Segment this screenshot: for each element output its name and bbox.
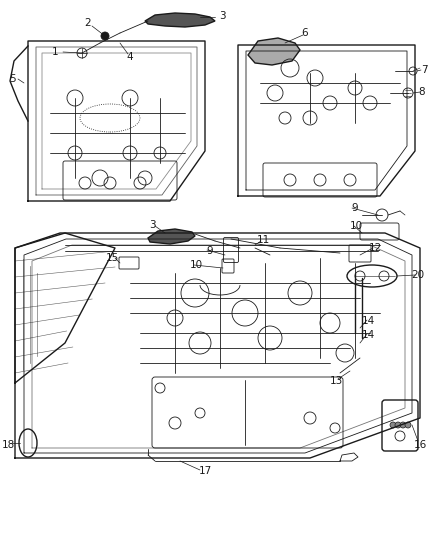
Circle shape [400,422,406,428]
Text: 5: 5 [9,74,15,84]
Text: 12: 12 [368,243,381,253]
Text: 3: 3 [219,11,225,21]
Text: 16: 16 [413,440,427,450]
Circle shape [405,422,411,428]
Text: 9: 9 [207,246,213,256]
Text: 3: 3 [148,220,155,230]
Text: 14: 14 [361,316,374,326]
Text: 15: 15 [106,253,119,263]
Text: 20: 20 [411,270,424,280]
Text: 18: 18 [1,440,14,450]
Text: 11: 11 [256,235,270,245]
Text: 6: 6 [302,28,308,38]
Text: 10: 10 [350,221,363,231]
Text: 1: 1 [52,47,58,57]
Text: 14: 14 [361,330,374,340]
Text: 2: 2 [85,18,91,28]
Text: 17: 17 [198,466,212,476]
Text: 13: 13 [329,376,343,386]
Text: 7: 7 [420,65,427,75]
Text: 8: 8 [419,87,425,97]
Text: 10: 10 [190,260,202,270]
Text: 4: 4 [127,52,133,62]
Circle shape [390,422,396,428]
Polygon shape [248,38,300,65]
Circle shape [395,422,401,428]
Polygon shape [145,13,215,27]
Text: 9: 9 [352,203,358,213]
Polygon shape [148,229,195,244]
Circle shape [101,32,109,40]
